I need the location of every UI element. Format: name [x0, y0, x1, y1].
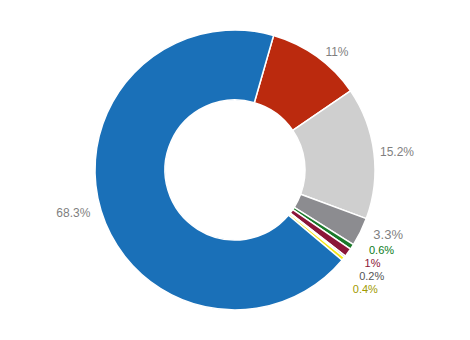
svg-text:15.2%: 15.2% — [380, 145, 414, 159]
svg-text:0.6%: 0.6% — [369, 244, 394, 256]
svg-text:0.4%: 0.4% — [353, 283, 378, 295]
svg-text:1%: 1% — [365, 257, 381, 269]
svg-text:0.2%: 0.2% — [359, 270, 384, 282]
svg-text:3.3%: 3.3% — [373, 227, 403, 242]
svg-text:11%: 11% — [325, 45, 348, 59]
svg-text:68.3%: 68.3% — [56, 206, 90, 220]
